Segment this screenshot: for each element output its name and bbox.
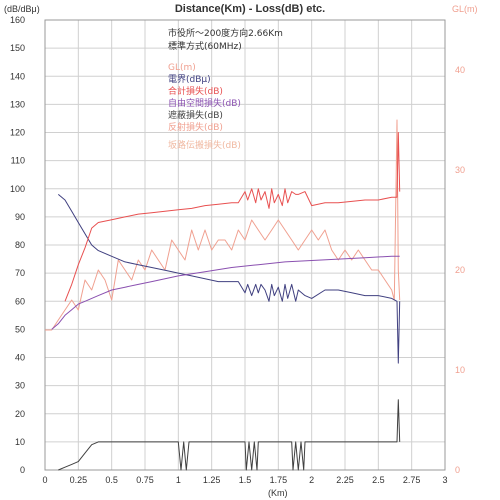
legend-diffraction-loss: 坂路伝搬損失(dB) [168,139,241,151]
y-left-tick-label: 110 [11,156,25,166]
info-text: 市役所〜200度方向2.66Km 標準方式(60MHz) [168,27,283,52]
legend-total-loss: 合計損失(dB) [168,85,223,97]
y-left-tick-label: 70 [15,268,25,278]
legend-field: 電界(dBμ) [168,74,211,85]
y-left-tick-label: 10 [15,437,25,447]
tick-labels: 0 0.25 0.5 0.75 1 1.25 1.5 1.75 2 2.25 2.5 2.75 3010… [10,15,465,485]
left-axis-label: (dB/dBμ) [4,4,40,14]
x-tick-label: 0.25 [70,475,88,485]
plot-frame [44,19,446,471]
y-right-tick-label: 40 [455,65,465,75]
free-space-loss-line [51,255,400,330]
x-tick-label: 1.5 [239,475,252,485]
legend: GL(m) 電界(dBμ) 合計損失(dB) 自由空間損失(dB) 遮蔽損失(d… [168,63,241,151]
x-tick-label: 2.75 [403,475,421,485]
info-line-route: 市役所〜200度方向2.66Km [168,27,283,39]
chart-title: Distance(Km) - Loss(dB) etc. [175,3,325,15]
series-lines [45,119,401,471]
x-tick-label: 1.75 [270,475,288,485]
y-left-tick-label: 30 [15,381,25,391]
total-loss-line [64,132,401,302]
legend-gl: GL(m) [168,63,196,73]
y-left-tick-label: 100 [10,184,25,194]
shadow-loss-line [58,399,401,471]
y-right-tick-label: 0 [455,465,460,475]
x-tick-label: 0.5 [105,475,118,485]
field-strength-line [57,194,401,364]
y-right-tick-label: 30 [455,165,465,175]
y-left-tick-label: 0 [20,465,25,475]
info-line-method: 標準方式(60MHz) [168,40,242,52]
y-left-tick-label: 150 [10,43,25,53]
y-left-tick-label: 40 [15,353,25,363]
y-left-tick-label: 60 [15,296,25,306]
y-left-tick-label: 20 [15,409,25,419]
x-tick-label: 0 [42,475,47,485]
y-left-tick-label: 160 [10,15,25,25]
x-tick-label: 2 [309,475,314,485]
legend-shadow-loss: 遮蔽損失(dB) [168,109,223,121]
y-left-tick-label: 80 [15,240,25,250]
x-tick-label: 2.25 [336,475,354,485]
x-axis-label: (Km) [268,488,288,498]
y-left-tick-label: 130 [10,99,25,109]
y-left-tick-label: 50 [15,324,25,334]
legend-free-space: 自由空間損失(dB) [168,97,241,109]
y-left-tick-label: 140 [10,71,25,81]
x-tick-label: 1.25 [203,475,221,485]
x-tick-label: 3 [442,475,447,485]
y-left-tick-label: 120 [10,128,25,138]
y-left-tick-label: 90 [15,212,25,222]
legend-reflection-loss: 反射損失(dB) [168,121,223,133]
x-tick-label: 1 [176,475,181,485]
y-right-tick-label: 20 [455,265,465,275]
gl-series-line [45,119,401,331]
y-right-tick-label: 10 [455,365,465,375]
x-tick-label: 2.5 [372,475,385,485]
right-axis-label: GL(m) [452,4,478,14]
x-tick-label: 0.75 [136,475,154,485]
